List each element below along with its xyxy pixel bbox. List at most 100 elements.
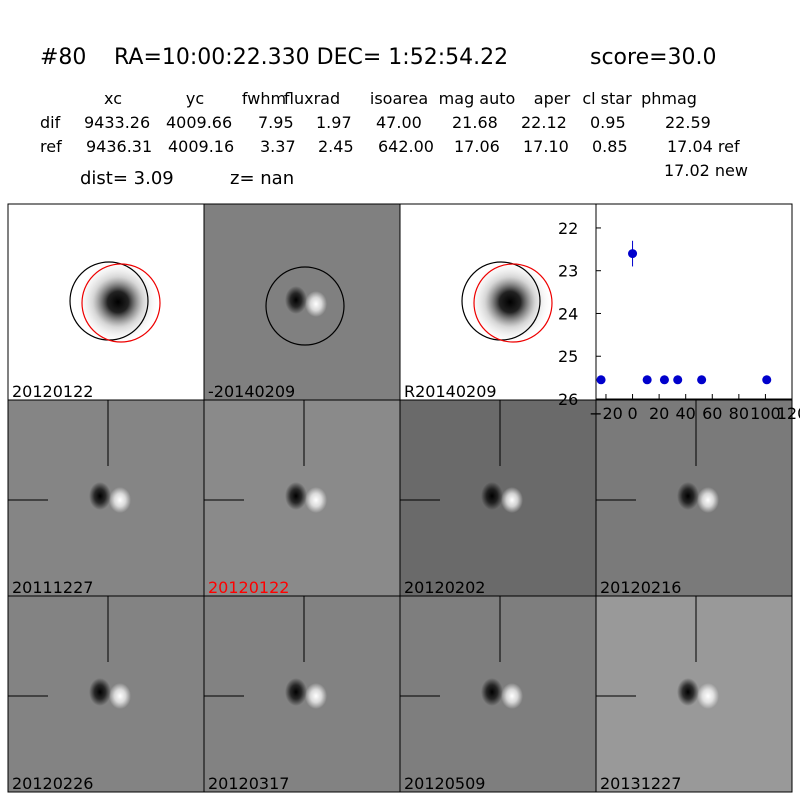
image-panel: 20120216 [595, 399, 793, 597]
x-tick-label: 0 [627, 404, 637, 423]
dipole-light [109, 487, 131, 513]
dipole-light [501, 683, 523, 709]
panel-label: 20131227 [600, 774, 681, 793]
image-panel: 20120202 [399, 399, 597, 597]
point [642, 375, 652, 385]
image-panel: 20120509 [399, 595, 597, 793]
dipole-light [305, 683, 327, 709]
y-tick-label: 25 [558, 347, 578, 366]
panel-label: 20111227 [12, 578, 93, 597]
table-cell: ref [40, 137, 62, 156]
dist: dist= 3.09 [80, 168, 174, 189]
image-panel: 20120226 [7, 595, 205, 793]
dipole-light [305, 291, 327, 317]
table-cell: 9436.31 [86, 137, 152, 156]
table-cell: 0.85 [592, 137, 628, 156]
dipole-light [501, 487, 523, 513]
table-cell: 4009.66 [166, 113, 232, 132]
column-header: xc [104, 89, 122, 108]
z: z= nan [230, 168, 294, 189]
panel-label: -20140209 [208, 382, 295, 401]
x-tick-label: 60 [702, 404, 722, 423]
dipole-light [109, 683, 131, 709]
image-panel: R20140209 [399, 203, 597, 401]
column-header: isoarea [370, 89, 428, 108]
column-header: aper [534, 89, 571, 108]
image-panel: 20120317 [203, 595, 401, 793]
table-cell: 17.06 [454, 137, 500, 156]
table-cell: 642.00 [378, 137, 434, 156]
dipole-dark [285, 482, 307, 510]
point [659, 375, 669, 385]
column-header: cl star [582, 89, 632, 108]
x-tick-label: 100 [750, 404, 781, 423]
x-tick-label: 20 [649, 404, 669, 423]
dipole-dark [677, 482, 699, 510]
table-cell: dif [40, 113, 61, 132]
panel-label: 20120509 [404, 774, 485, 793]
image-panel: 20131227 [595, 595, 793, 793]
cand-id: #80 [40, 45, 86, 70]
table-cell: 2.45 [318, 137, 354, 156]
image-panel: 20111227 [7, 399, 205, 597]
dipole-light [697, 683, 719, 709]
x-tick-label: 80 [729, 404, 749, 423]
panel-label: 20120317 [208, 774, 289, 793]
dipole-light [697, 487, 719, 513]
dipole-light [305, 487, 327, 513]
plot-area [595, 203, 793, 400]
image-panel: 20120122 [203, 399, 401, 597]
overlays [69, 261, 553, 346]
panel-label: R20140209 [404, 382, 497, 401]
point [596, 375, 606, 385]
image-panel: 20120122 [7, 203, 205, 401]
dipole-dark [481, 482, 503, 510]
star [76, 260, 160, 344]
table-cell: 7.95 [258, 113, 294, 132]
x-tick-label: 40 [676, 404, 696, 423]
table-cell: 0.95 [590, 113, 626, 132]
y-tick-label: 24 [558, 304, 578, 323]
dipole-dark [89, 482, 111, 510]
column-header: yc [186, 89, 204, 108]
column-header: fluxrad [284, 89, 340, 108]
panel-label: 20120216 [600, 578, 681, 597]
table-cell: 3.37 [260, 137, 296, 156]
dipole-dark [285, 286, 307, 314]
table-cell: 22.59 [665, 113, 711, 132]
image-panel: -20140209 [203, 203, 401, 401]
table-cell: 4009.16 [168, 137, 234, 156]
star [468, 260, 552, 344]
panel-label: 20120202 [404, 578, 485, 597]
column-header: mag auto [439, 89, 516, 108]
table-cell: 1.97 [316, 113, 352, 132]
point [673, 375, 683, 385]
column-header: phmag [641, 89, 697, 108]
dipole-dark [677, 678, 699, 706]
table-cell: 21.68 [452, 113, 498, 132]
panel-label: 20120226 [12, 774, 93, 793]
table-cell: 17.10 [523, 137, 569, 156]
y-tick-label: 26 [558, 390, 578, 409]
table-cell: 17.04 ref [667, 137, 740, 156]
point [697, 375, 707, 385]
dipole-dark [89, 678, 111, 706]
phmag-new: 17.02 new [664, 161, 748, 180]
coords: RA=10:00:22.330 DEC= 1:52:54.22 [114, 45, 508, 70]
point [762, 375, 772, 385]
x-tick-label: 120 [777, 404, 800, 423]
table-cell: 47.00 [376, 113, 422, 132]
score: score=30.0 [590, 45, 717, 70]
dipole-dark [285, 678, 307, 706]
table-cell: 9433.26 [84, 113, 150, 132]
y-tick-label: 22 [558, 219, 578, 238]
y-tick-label: 23 [558, 262, 578, 281]
x-tick-label: −20 [589, 404, 623, 423]
point [628, 249, 638, 259]
dipole-dark [481, 678, 503, 706]
panel-label: 20120122 [12, 382, 93, 401]
column-header: fwhm [242, 89, 286, 108]
panel-label: 20120122 [208, 578, 289, 597]
table-cell: 22.12 [521, 113, 567, 132]
